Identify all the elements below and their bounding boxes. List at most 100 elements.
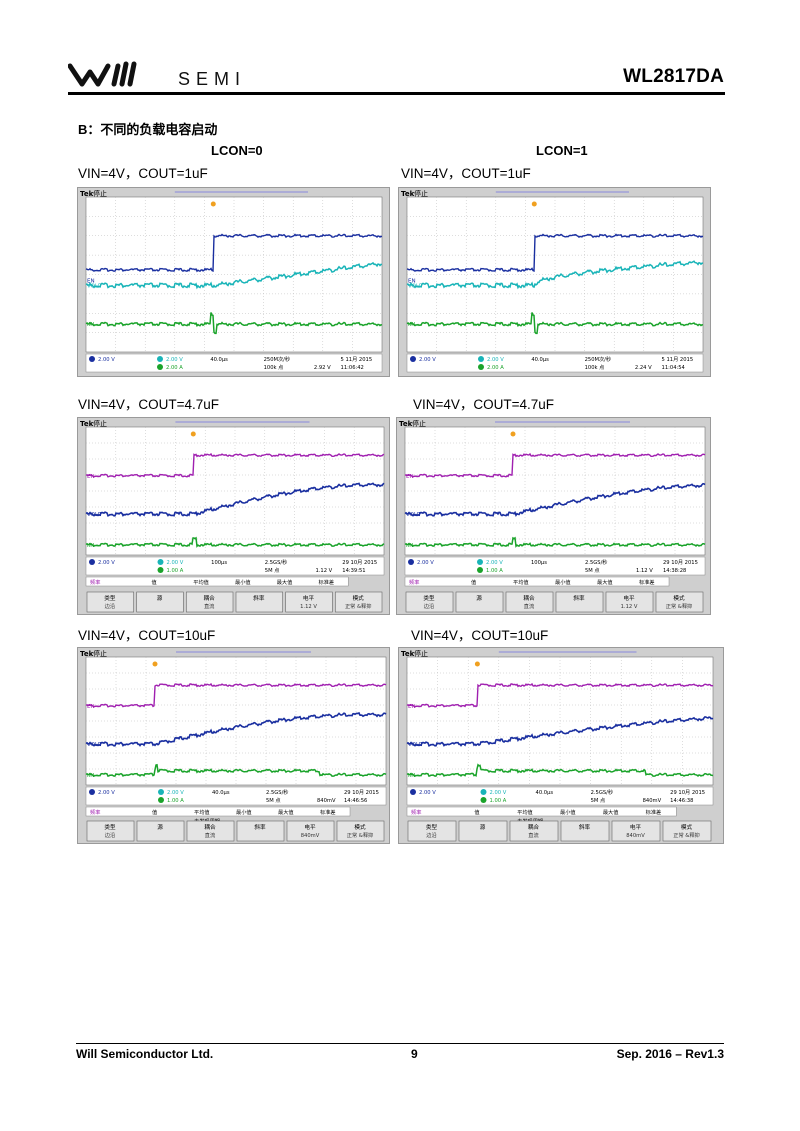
measure-col-header: 标准差 — [318, 578, 334, 586]
ch1-badge — [89, 559, 95, 565]
caption-r1-right: VIN=4V，COUT=1uF — [401, 166, 531, 181]
tek-logo: Tek — [80, 190, 94, 198]
acq-status: 停止 — [414, 189, 428, 198]
ch1-label: EN — [408, 278, 416, 284]
softkey-value: 1.12 V — [300, 604, 317, 610]
softkey-button — [611, 820, 661, 842]
trace-vout — [404, 482, 706, 517]
timebase: 100μs — [211, 560, 227, 566]
time: 11:06:42 — [341, 365, 364, 371]
footer-company: Will Semiconductor Ltd. — [76, 1047, 214, 1061]
softkey-button — [509, 820, 559, 842]
trace-en — [406, 682, 714, 708]
footer-revision: Sep. 2016 – Rev1.3 — [616, 1047, 724, 1061]
section-title: B：不同的负载电容启动 — [78, 122, 218, 137]
scope-r1-left: Tek 停止 EN VOUT IIN 2.00 V 2.00 V 2.00 A 40.0μs 25… — [77, 187, 390, 377]
time: 14:46:56 — [344, 798, 367, 804]
ch1-badge — [89, 356, 95, 362]
softkey-value: 边沿 — [426, 831, 436, 839]
timebase: 40.0μs — [536, 790, 554, 796]
ch2-badge — [157, 559, 164, 565]
acq-status: 停止 — [93, 649, 107, 658]
trace-ch3 — [85, 312, 383, 335]
ch-en-label: EN — [406, 474, 414, 480]
softkey-value: 边沿 — [105, 602, 115, 610]
sample-rate: 2.5GS/秒 — [591, 788, 614, 796]
softkey-button — [505, 591, 554, 613]
softkey-label: 类型 — [426, 823, 438, 831]
softkey-button — [407, 820, 457, 842]
measure-col-header: 标准差 — [320, 808, 336, 816]
softkey-button — [655, 591, 704, 613]
ch-iin-label: IIN — [87, 773, 94, 779]
softkey-button — [136, 820, 185, 842]
softkey-value: 正常 &释抑 — [673, 831, 699, 839]
tek-logo: Tek — [401, 190, 415, 198]
measure-col-header: 标准差 — [639, 578, 655, 586]
trigger-marker — [510, 431, 516, 437]
ch1-badge — [89, 789, 95, 795]
ch-iin-label: IIN — [87, 543, 94, 549]
trigger-marker — [531, 201, 537, 207]
softkey-label: 源 — [157, 823, 163, 831]
trace-ch2 — [406, 260, 704, 290]
measure-col-header: 值 — [152, 578, 157, 586]
trigger-marker — [210, 201, 216, 207]
trigger-marker — [152, 661, 158, 667]
measure-col-header: 最小值 — [560, 808, 576, 816]
caption-r1-left: VIN=4V，COUT=1uF — [78, 166, 208, 181]
ch3-scale: 2.00 A — [166, 365, 183, 371]
readout-panel — [406, 353, 704, 373]
softkey-button — [336, 820, 385, 842]
softkey-value: 840mV — [626, 833, 645, 839]
trace-en — [404, 452, 706, 478]
caption-r2-left: VIN=4V，COUT=4.7uF — [78, 397, 220, 412]
ch1-label: EN — [87, 278, 95, 284]
softkey-button — [455, 591, 504, 613]
softkey-button — [335, 591, 383, 613]
softkey-button — [662, 820, 712, 842]
acq-status: 停止 — [412, 419, 426, 428]
measure-panel — [406, 806, 677, 817]
ch3-badge — [158, 797, 164, 803]
timebase: 40.0μs — [212, 790, 230, 796]
softkey-value: 直流 — [528, 831, 538, 839]
softkey-label: 电平 — [630, 823, 642, 831]
readout-panel — [406, 786, 714, 806]
softkey-label: 模式 — [673, 594, 685, 602]
readout-panel — [85, 556, 385, 576]
softkey-value: 840mV — [301, 833, 320, 839]
measure-row-label: 频率 — [411, 808, 421, 816]
brand-text: SEMI — [178, 69, 246, 89]
company-logo: SEMI — [67, 58, 258, 92]
ch-en-label: EN — [87, 474, 95, 480]
softkey-button — [286, 820, 335, 842]
trace-vout — [85, 711, 387, 747]
softkey-label: 电平 — [303, 594, 315, 602]
ch3-badge — [477, 567, 483, 573]
ch2-scale: 2.00 V — [166, 357, 183, 363]
trigger-level: 840mV — [317, 798, 336, 804]
softkey-label: 电平 — [623, 594, 635, 602]
ch1-badge — [408, 559, 414, 565]
ch1-scale: 2.00 V — [417, 560, 434, 566]
softkey-button — [458, 820, 508, 842]
time: 14:46:38 — [670, 798, 693, 804]
acq-status: 停止 — [414, 649, 428, 658]
caption-r3-left: VIN=4V，COUT=10uF — [78, 628, 216, 643]
ch3-scale: 1.00 A — [167, 568, 184, 574]
trace-iin — [406, 763, 714, 778]
ch2-label: VOUT — [87, 283, 103, 289]
column-head-left: LCON=0 — [211, 143, 263, 158]
ch1-scale: 2.00 V — [98, 560, 115, 566]
softkey-button — [186, 591, 234, 613]
softkey-label: 耦合 — [204, 823, 216, 831]
softkey-button — [86, 820, 135, 842]
measure-col-header: 最大值 — [597, 578, 613, 586]
ch3-scale: 1.00 A — [167, 798, 184, 804]
ch-en-label: EN — [87, 704, 95, 710]
measure-col-header: 最大值 — [603, 808, 619, 816]
ch3-scale: 2.00 A — [487, 365, 504, 371]
softkey-value: 直流 — [205, 831, 215, 839]
ch2-badge — [157, 356, 163, 362]
